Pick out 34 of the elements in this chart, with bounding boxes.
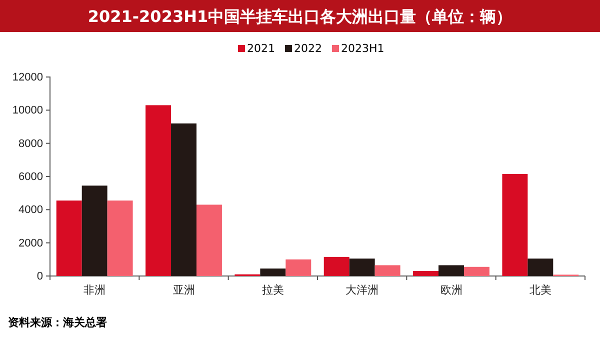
- bar: [528, 258, 554, 276]
- x-tick-label: 拉美: [262, 283, 284, 296]
- bar: [349, 258, 375, 276]
- bar: [502, 174, 528, 276]
- bar: [82, 186, 108, 276]
- y-tick-label: 4000: [18, 204, 43, 216]
- bar: [146, 105, 172, 276]
- chart-title: 2021-2023H1中国半挂车出口各大洲出口量（单位：辆）: [88, 7, 512, 26]
- legend-label: 2023H1: [341, 42, 384, 55]
- y-tick-label: 8000: [18, 138, 43, 150]
- legend-label: 2022: [294, 42, 322, 55]
- x-tick-label: 非洲: [84, 283, 106, 296]
- bar: [196, 204, 222, 276]
- y-tick-label: 2000: [18, 237, 43, 250]
- bar: [438, 265, 464, 276]
- y-tick-label: 10000: [12, 104, 43, 117]
- bar: [171, 123, 196, 276]
- bar: [286, 259, 312, 276]
- y-tick-label: 6000: [18, 171, 43, 184]
- bar: [464, 266, 490, 276]
- bar: [374, 265, 400, 276]
- x-tick-label: 亚洲: [172, 283, 195, 296]
- x-tick-label: 大洋洲: [346, 283, 379, 296]
- bar: [413, 271, 439, 276]
- bar: [324, 256, 350, 276]
- bar: [260, 268, 286, 276]
- x-tick-label: 欧洲: [440, 283, 462, 296]
- text: 资料来源：海关总署: [8, 316, 107, 329]
- y-tick-label: 12000: [12, 72, 43, 84]
- y-tick-label: 0: [36, 270, 43, 283]
- x-tick-label: 北美: [529, 283, 552, 296]
- bar: [56, 200, 82, 276]
- legend-label: 2021: [247, 42, 275, 55]
- bar: [107, 200, 133, 276]
